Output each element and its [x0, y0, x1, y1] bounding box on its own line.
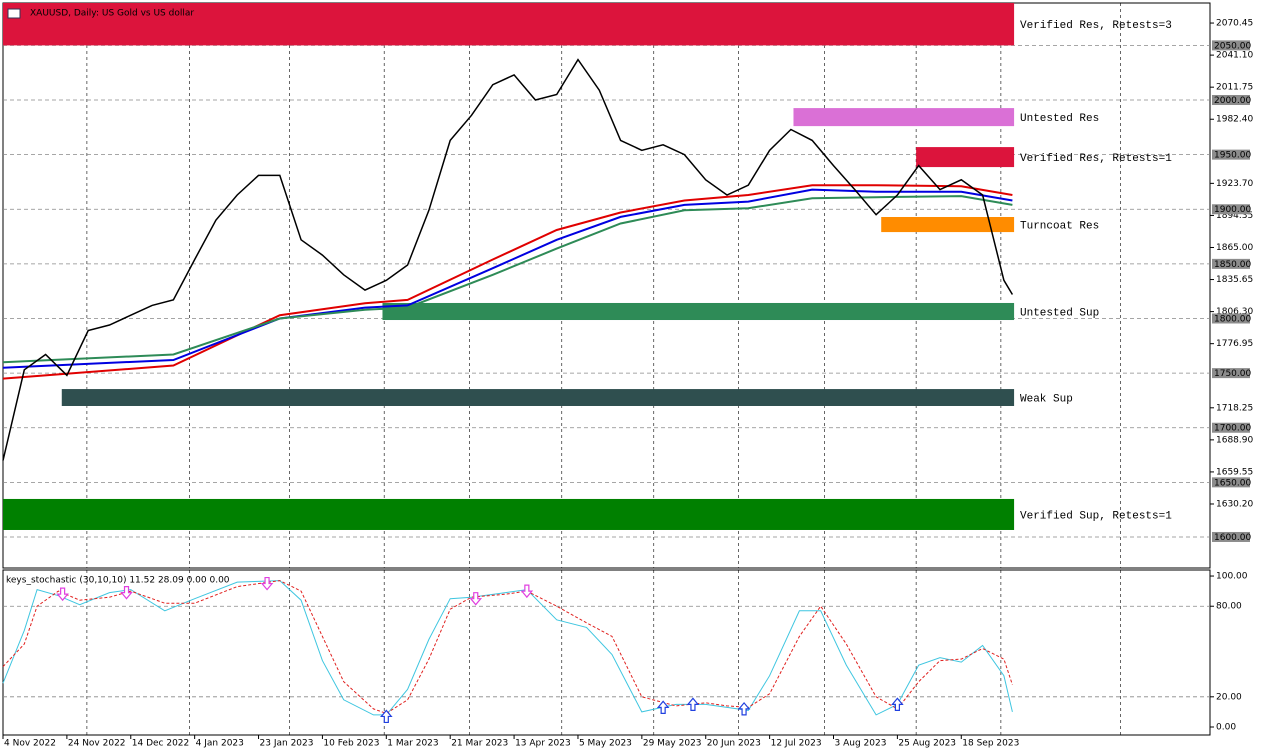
level-label-box [1212, 95, 1250, 106]
x-tick-label: 4 Jan 2023 [196, 739, 244, 749]
x-tick-label: 13 Apr 2023 [515, 739, 571, 749]
level-label-box [1212, 531, 1250, 542]
up-arrow [891, 697, 904, 711]
up-arrow [380, 709, 393, 724]
zone-label: Verified Res, Retests=1 [1020, 153, 1172, 165]
x-tick-label: 12 Jul 2023 [771, 739, 822, 749]
down-arrow [469, 592, 483, 606]
level-label-box [1212, 258, 1250, 269]
level-label-box [1212, 368, 1250, 379]
up-arrow [737, 701, 751, 716]
x-tick-label: 18 Sep 2023 [962, 739, 1019, 749]
down-arrow [260, 576, 274, 591]
chart-title: keys_stochastic (30,10,10) 11.52 28.09 0… [6, 576, 230, 586]
zone-label: Untested Res [1020, 113, 1099, 125]
zone [881, 217, 1015, 233]
x-tick-label: 20 Jun 2023 [707, 739, 761, 749]
level-label: 1850.00 [1214, 260, 1251, 270]
zone [916, 147, 1015, 168]
zone [61, 389, 1015, 406]
level-label-box [1212, 40, 1250, 51]
zone-label: Weak Sup [1020, 393, 1073, 405]
y-tick-label: 0.00 [1216, 722, 1236, 732]
level-label: 2050.00 [1214, 41, 1251, 51]
y-tick-label: 20.00 [1216, 692, 1242, 702]
x-tick-label: 14 Dec 2022 [132, 739, 190, 749]
moving-average [2, 195, 1013, 364]
y-tick-label: 1776.95 [1216, 339, 1253, 349]
x-tick-label: 24 Nov 2022 [68, 739, 126, 749]
y-tick-label: 100.00 [1216, 572, 1248, 582]
y-tick-label: 1835.65 [1216, 275, 1253, 285]
y-tick-label: 1718.25 [1216, 403, 1253, 413]
y-tick-label: 1923.70 [1216, 179, 1253, 189]
level-label-box [1212, 313, 1250, 324]
series-line [2, 580, 1013, 716]
y-tick-label: 1865.00 [1216, 243, 1253, 253]
zone-label: Verified Sup, Retests=1 [1020, 510, 1172, 522]
y-tick-label: 1659.55 [1216, 467, 1253, 477]
series-line [2, 58, 1014, 461]
y-tick-label: 2011.75 [1216, 83, 1253, 93]
zone [382, 302, 1015, 321]
x-tick-label: 4 Nov 2022 [4, 739, 56, 749]
moving-average [2, 184, 1013, 380]
level-label: 1700.00 [1214, 424, 1251, 434]
zone-label: Verified Res, Retests=3 [1020, 20, 1172, 32]
y-tick-label: 1982.40 [1216, 115, 1253, 125]
level-label-box [1212, 422, 1250, 433]
zone [793, 108, 1015, 127]
y-tick-label: 1630.20 [1216, 499, 1253, 509]
zone-label: Turncoat Res [1020, 220, 1099, 232]
oscillator-frame [2, 569, 1211, 736]
level-label-box [1212, 477, 1250, 488]
y-tick-label: 1806.30 [1216, 307, 1253, 317]
symbol-icon [7, 8, 21, 19]
level-label: 1900.00 [1214, 205, 1251, 215]
level-label-box [1212, 149, 1250, 160]
zone-label: Untested Sup [1020, 307, 1099, 319]
y-tick-label: 1688.90 [1216, 435, 1253, 445]
zone [3, 3, 1015, 46]
x-tick-label: 21 Mar 2023 [451, 739, 508, 749]
x-tick-label: 3 Aug 2023 [835, 739, 887, 749]
level-label: 1750.00 [1214, 369, 1251, 379]
level-label: 1950.00 [1214, 151, 1251, 161]
x-tick-label: 29 May 2023 [643, 739, 702, 749]
x-tick-label: 25 Aug 2023 [898, 739, 956, 749]
down-arrow [520, 584, 534, 599]
x-tick-label: 10 Feb 2023 [323, 739, 379, 749]
up-arrow [686, 697, 700, 711]
down-arrow [120, 586, 133, 600]
x-tick-label: 5 May 2023 [579, 739, 632, 749]
x-tick-label: 1 Mar 2023 [387, 739, 438, 749]
y-tick-label: 2041.10 [1216, 51, 1253, 61]
y-tick-label: 80.00 [1216, 602, 1242, 612]
level-label-box [1212, 204, 1250, 215]
level-label: 1600.00 [1214, 533, 1251, 543]
down-arrow [56, 587, 69, 602]
level-label: 1800.00 [1214, 314, 1251, 324]
series-line [2, 580, 1013, 714]
up-arrow [656, 700, 670, 714]
chart-title: XAUUSD, Daily: US Gold vs US dollar [30, 9, 194, 19]
level-label: 2000.00 [1214, 96, 1251, 106]
y-tick-label: 1894.35 [1216, 211, 1253, 221]
x-tick-label: 23 Jan 2023 [260, 739, 314, 749]
y-tick-label: 2070.45 [1216, 19, 1253, 29]
level-label: 1650.00 [1214, 478, 1251, 488]
zone [3, 498, 1015, 530]
